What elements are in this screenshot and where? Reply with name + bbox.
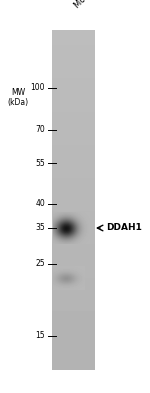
Text: 15: 15 bbox=[35, 332, 45, 340]
Text: 100: 100 bbox=[30, 83, 45, 92]
Text: DDAH1: DDAH1 bbox=[106, 224, 142, 233]
Text: 55: 55 bbox=[35, 158, 45, 167]
Text: 40: 40 bbox=[35, 200, 45, 209]
Text: MW
(kDa): MW (kDa) bbox=[8, 88, 29, 107]
Text: 70: 70 bbox=[35, 125, 45, 134]
Text: 35: 35 bbox=[35, 224, 45, 233]
Text: Mouse kidney: Mouse kidney bbox=[73, 0, 121, 10]
Text: 25: 25 bbox=[35, 259, 45, 268]
